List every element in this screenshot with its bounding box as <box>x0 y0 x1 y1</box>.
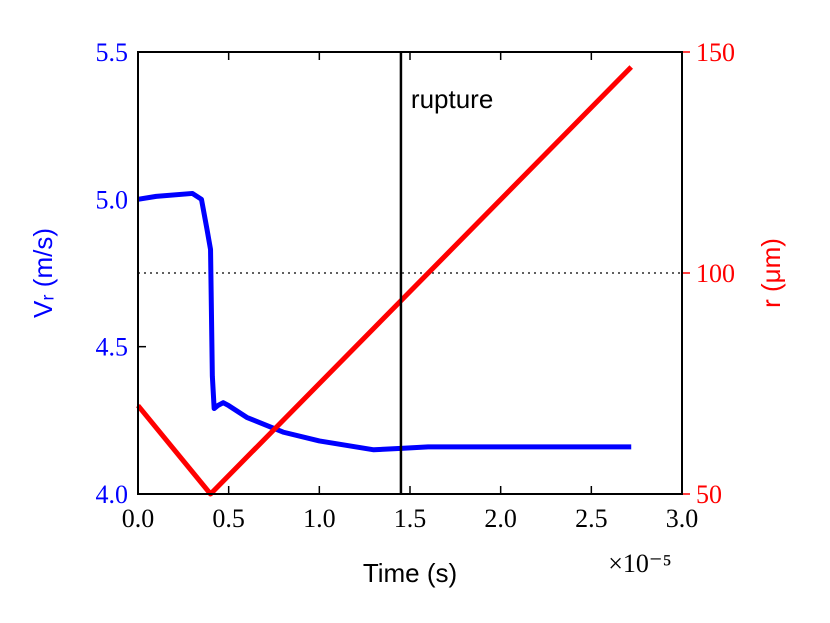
y2-tick-label: 100 <box>696 259 735 288</box>
y-tick-label: 4.5 <box>96 333 129 362</box>
y-tick-label: 4.0 <box>96 480 129 509</box>
rupture-label: rupture <box>411 84 493 114</box>
series-line <box>137 190 632 453</box>
y2-axis-label: r (μm) <box>756 238 786 308</box>
y-tick-label: 5.5 <box>96 38 129 67</box>
y2-tick-label: 150 <box>696 38 735 67</box>
x-tick-label: 2.5 <box>575 504 608 533</box>
x-tick-label: 2.0 <box>484 504 517 533</box>
plot-frame <box>137 51 683 495</box>
y-tick-label: 5.0 <box>96 185 129 214</box>
x-tick-label: 0.0 <box>122 504 155 533</box>
y2-tick-label: 50 <box>696 480 722 509</box>
y-axis-label: Vᵣ (m/s) <box>28 228 58 318</box>
x-tick-label: 0.5 <box>212 504 245 533</box>
x-tick-label: 1.5 <box>394 504 427 533</box>
x-tick-label: 3.0 <box>666 504 699 533</box>
x-tick-label: 1.0 <box>303 504 336 533</box>
x-multiplier: ×10⁻⁵ <box>608 549 671 578</box>
x-axis-label: Time (s) <box>363 558 457 588</box>
